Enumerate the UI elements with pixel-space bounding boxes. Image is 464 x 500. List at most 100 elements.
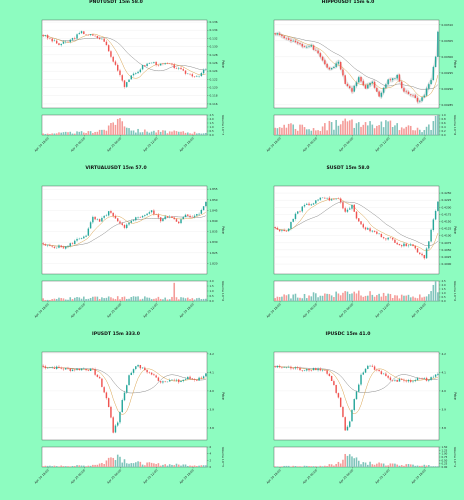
candle-body bbox=[337, 61, 340, 64]
candle-body bbox=[423, 255, 426, 259]
volume-bar bbox=[171, 131, 173, 135]
y-axis-label: Price bbox=[453, 60, 457, 68]
volume-bar bbox=[83, 132, 85, 135]
candle-body bbox=[376, 231, 378, 234]
volume-tick-label: 1.25 bbox=[442, 448, 448, 452]
volume-bar bbox=[144, 296, 146, 301]
volume-bar bbox=[78, 465, 81, 467]
volume-bar bbox=[409, 297, 412, 301]
volume-bar bbox=[400, 465, 403, 467]
volume-bar bbox=[328, 120, 331, 135]
candle-body bbox=[310, 204, 313, 206]
candle-body bbox=[139, 364, 142, 369]
volume-bar bbox=[180, 297, 182, 301]
volume-bar bbox=[330, 122, 333, 135]
candle-body bbox=[107, 398, 110, 408]
candle-body bbox=[299, 367, 301, 371]
candle-body bbox=[281, 367, 283, 368]
volume-bar bbox=[337, 293, 340, 301]
volume-bar bbox=[189, 299, 191, 301]
volume-bar bbox=[376, 463, 378, 467]
candle-body bbox=[180, 67, 182, 70]
candle-body bbox=[92, 216, 94, 223]
volume-tick-label: 0.50 bbox=[442, 458, 448, 462]
y-tick-label: 0.4150 bbox=[442, 219, 452, 223]
volume-bar bbox=[274, 298, 276, 301]
volume-bar bbox=[362, 462, 365, 467]
candle-body bbox=[114, 215, 117, 219]
volume-bar bbox=[305, 129, 308, 135]
volume-bar bbox=[382, 292, 385, 301]
candle-body bbox=[348, 86, 351, 89]
volume-bar bbox=[371, 294, 374, 301]
candle-body bbox=[385, 84, 387, 88]
volume-bar bbox=[87, 131, 90, 135]
candle-body bbox=[376, 369, 378, 371]
candle-body bbox=[385, 238, 387, 240]
candle-body bbox=[155, 375, 157, 378]
volume-bar bbox=[177, 299, 180, 301]
candle-body bbox=[306, 203, 308, 205]
candle-body bbox=[196, 379, 198, 381]
candle-body bbox=[373, 230, 376, 232]
candle-body bbox=[144, 215, 146, 216]
volume-bar bbox=[128, 128, 130, 135]
volume-bar bbox=[432, 284, 435, 301]
y-tick-label: 0.124 bbox=[210, 69, 218, 73]
candle-body bbox=[400, 81, 403, 89]
y-tick-label: 0.134 bbox=[210, 28, 218, 32]
volume-bar bbox=[398, 298, 401, 301]
candle-body bbox=[380, 92, 383, 97]
candle-body bbox=[432, 376, 435, 378]
volume-bar bbox=[346, 291, 349, 301]
candle-body bbox=[405, 243, 407, 247]
volume-bar bbox=[283, 294, 285, 301]
candle-body bbox=[74, 369, 76, 371]
candlestick-chart: 0.00310 0.00305 0.00300 0.00295 0.00290 0.002… bbox=[266, 19, 457, 153]
candle-body bbox=[80, 238, 83, 239]
y-tick-label: 0.00310 bbox=[442, 23, 454, 27]
candle-body bbox=[144, 367, 146, 371]
volume-tick-label: 0.75 bbox=[442, 455, 448, 459]
volume-bar bbox=[403, 295, 405, 301]
candle-body bbox=[398, 378, 401, 382]
candle-body bbox=[430, 80, 432, 85]
volume-bar bbox=[130, 297, 133, 301]
volume-bar bbox=[130, 463, 133, 467]
candle-body bbox=[146, 63, 148, 67]
candle-body bbox=[148, 372, 151, 373]
volume-bar bbox=[144, 129, 146, 135]
volume-bar bbox=[398, 465, 401, 467]
candle-body bbox=[46, 367, 49, 369]
volume-bar bbox=[324, 293, 326, 301]
candle-body bbox=[148, 212, 151, 214]
volume-bar bbox=[396, 464, 398, 467]
candle-body bbox=[274, 33, 276, 35]
candle-body bbox=[308, 203, 310, 206]
volume-bar bbox=[335, 291, 337, 301]
y-tick-label: 0.122 bbox=[210, 77, 218, 81]
volume-bar bbox=[328, 464, 331, 467]
candle-body bbox=[283, 367, 285, 368]
candle-body bbox=[299, 43, 301, 45]
candle-body bbox=[178, 67, 180, 69]
volume-tick-label: 0.5 bbox=[210, 129, 214, 133]
volume-bar bbox=[123, 126, 126, 135]
y-tick-label: 0.00290 bbox=[442, 87, 454, 91]
y-tick-label: 0.4000 bbox=[442, 262, 452, 266]
y-tick-label: 0.118 bbox=[210, 94, 218, 98]
volume-bar bbox=[324, 123, 326, 135]
candle-body bbox=[193, 215, 196, 217]
volume-bar bbox=[44, 133, 47, 135]
volume-bar bbox=[150, 462, 153, 467]
volume-axis-label: Volume 10^6 bbox=[221, 281, 225, 301]
candle-body bbox=[333, 381, 335, 386]
candle-body bbox=[419, 100, 421, 102]
volume-bar bbox=[296, 297, 299, 301]
volume-bar bbox=[175, 463, 178, 467]
candle-body bbox=[58, 43, 60, 45]
candle-body bbox=[330, 375, 333, 381]
x-tick-label: Apr 25 06:00 bbox=[338, 302, 354, 318]
volume-bar bbox=[105, 460, 108, 467]
volume-bar bbox=[69, 297, 72, 301]
